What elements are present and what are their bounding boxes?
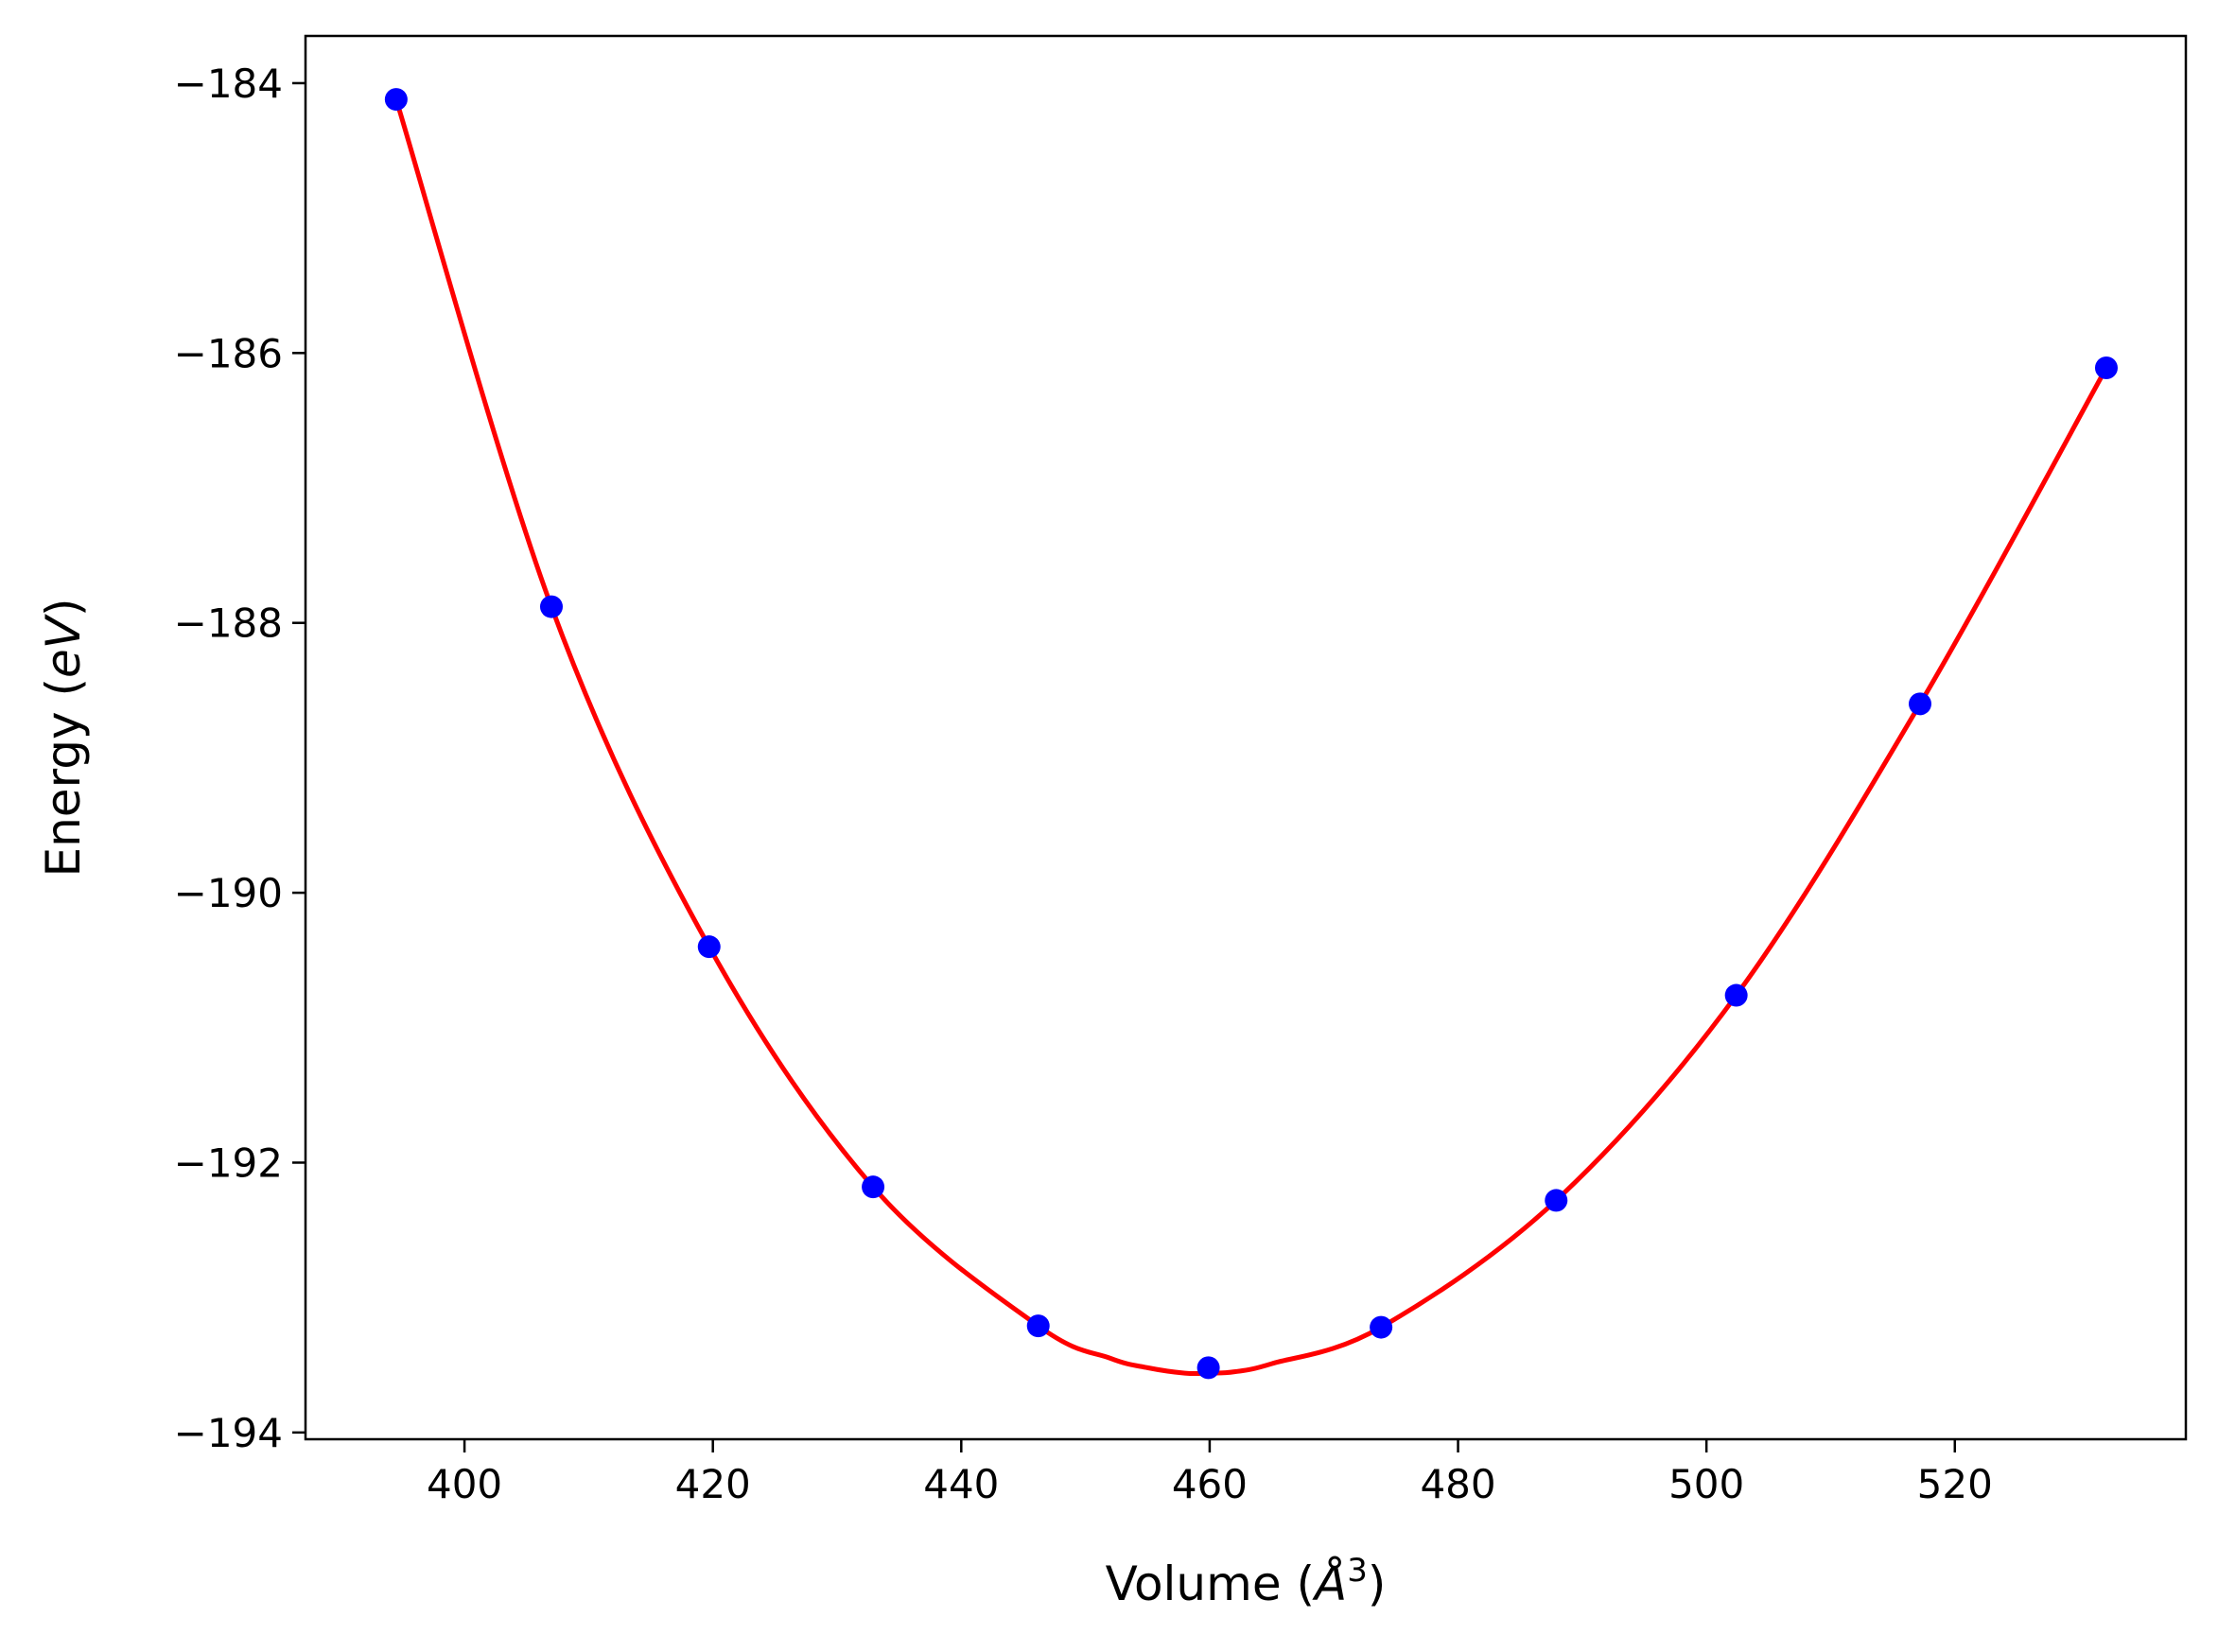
data-point <box>1026 1314 1050 1338</box>
y-tick-label: −186 <box>174 330 283 376</box>
data-point <box>539 595 563 618</box>
x-tick-label: 440 <box>923 1461 999 1507</box>
data-points-layer <box>384 88 2118 1380</box>
data-point <box>1196 1356 1220 1380</box>
y-tick-label: −192 <box>174 1139 283 1186</box>
data-point <box>862 1175 885 1199</box>
y-tick-label: −194 <box>174 1410 283 1456</box>
y-tick-label: −190 <box>174 870 283 916</box>
x-axis-ticks: 400 420 440 460 480 500 520 <box>427 1439 1993 1507</box>
x-tick-label: 520 <box>1917 1461 1993 1507</box>
plot-area: 400 420 440 460 480 500 520 −184−186−188−190−1… <box>174 34 2188 1507</box>
x-tick-label: 460 <box>1172 1461 1248 1507</box>
x-tick-label: 480 <box>1420 1461 1495 1507</box>
data-point <box>1724 983 1748 1007</box>
x-axis-label: Volume (Å3) <box>1106 1552 1387 1611</box>
y-tick-label: −188 <box>174 600 283 647</box>
data-point <box>2094 356 2118 380</box>
x-tick-label: 500 <box>1668 1461 1744 1507</box>
data-point <box>384 88 408 112</box>
data-point <box>1545 1189 1568 1212</box>
data-point <box>1909 692 1932 716</box>
y-tick-label: −184 <box>174 61 283 107</box>
fit-curve <box>393 98 2109 1377</box>
data-point <box>1370 1315 1393 1339</box>
fit-curve-layer <box>393 98 2109 1377</box>
y-axis-label: Energy (eV) <box>36 599 91 878</box>
y-axis-ticks: −184 −186 −188 −190 −192 −194 <box>174 61 306 1456</box>
plot-frame <box>304 34 2188 1441</box>
x-tick-label: 420 <box>675 1461 751 1507</box>
data-point <box>697 935 721 959</box>
x-tick-label: 400 <box>427 1461 502 1507</box>
